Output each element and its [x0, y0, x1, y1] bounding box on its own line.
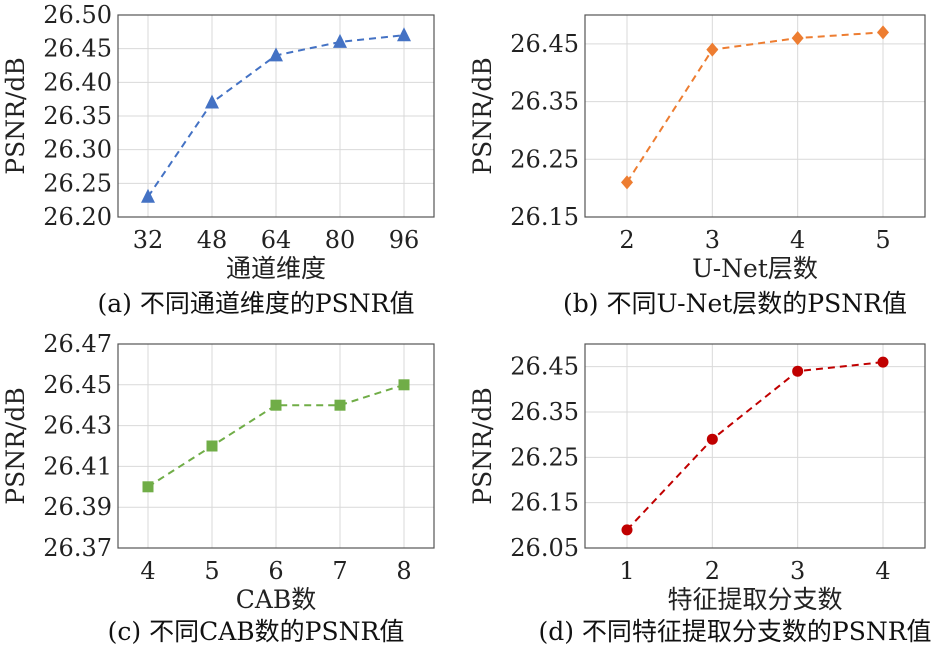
data-point: [334, 399, 346, 411]
plot-frame: [117, 14, 435, 218]
data-point: [270, 399, 282, 411]
x-tick-label: 96: [389, 226, 420, 254]
plot-frame: [584, 343, 926, 549]
y-tick-label: 26.45: [510, 30, 579, 58]
chart-panel-3: 26.37 26.39 26.41 26.43 26.45 26.47 4 5 6 7 8 PSNR/…: [1, 330, 435, 646]
x-axis-title: U-Net层数: [692, 254, 818, 283]
y-tick-label: 26.39: [43, 493, 112, 521]
panel-caption: (b) 不同U-Net层数的PSNR值: [563, 289, 907, 318]
y-tick-label: 26.05: [510, 534, 579, 562]
data-point: [877, 25, 889, 40]
y-tick-label: 26.30: [43, 136, 112, 164]
data-point: [877, 356, 889, 368]
data-point: [205, 94, 219, 109]
y-axis-title: PSNR/dB: [1, 387, 30, 504]
x-axis-title: 特征提取分支数: [667, 585, 842, 614]
x-axis-title: 通道维度: [226, 254, 326, 283]
y-tick-label: 26.35: [510, 398, 579, 426]
x-tick-label: 5: [875, 226, 890, 254]
y-tick-label: 26.20: [43, 203, 112, 231]
y-tick-label: 26.40: [43, 68, 112, 96]
data-point: [398, 379, 410, 391]
x-tick-label: 8: [396, 557, 411, 585]
data-point: [333, 33, 347, 48]
data-point: [621, 175, 633, 190]
x-tick-label: 3: [790, 557, 805, 585]
y-tick-label: 26.43: [43, 412, 112, 440]
data-point: [397, 27, 411, 42]
x-tick-label: 2: [619, 226, 634, 254]
y-tick-label: 26.47: [43, 330, 112, 358]
chart-panel-4: 26.05 26.15 26.25 26.35 26.45 1 2 3 4 PSNR/dB 特征提取…: [468, 343, 932, 646]
y-tick-label: 26.41: [43, 452, 112, 480]
y-tick-label: 26.45: [43, 371, 112, 399]
plot-frame: [117, 343, 435, 549]
x-tick-label: 64: [261, 226, 292, 254]
y-tick-label: 26.35: [43, 102, 112, 130]
y-tick-label: 26.25: [43, 169, 112, 197]
series-line: [147, 383, 405, 488]
y-tick-label: 26.25: [510, 443, 579, 471]
data-point: [706, 42, 719, 57]
x-tick-label: 32: [133, 226, 164, 254]
x-tick-label: 7: [332, 557, 347, 585]
data-point: [269, 47, 283, 62]
data-point: [792, 365, 804, 377]
data-point: [142, 481, 154, 493]
data-point: [706, 433, 718, 445]
y-tick-label: 26.45: [510, 353, 579, 381]
x-axis-title: CAB数: [236, 585, 317, 614]
x-tick-label: 4: [790, 226, 805, 254]
y-tick-label: 26.15: [510, 203, 579, 231]
data-point: [206, 440, 218, 452]
y-axis-title: PSNR/dB: [1, 57, 30, 174]
x-tick-label: 80: [325, 226, 356, 254]
x-tick-label: 3: [705, 226, 720, 254]
y-tick-label: 26.50: [43, 1, 112, 29]
x-tick-label: 48: [197, 226, 228, 254]
data-point: [791, 31, 804, 46]
x-tick-label: 6: [268, 557, 283, 585]
chart-panel-1: 26.20 26.25 26.30 26.35 26.40 26.45 26.50 32 48 6…: [1, 1, 435, 318]
panel-caption: (a) 不同通道维度的PSNR值: [97, 289, 414, 318]
panel-caption: (d) 不同特征提取分支数的PSNR值: [538, 617, 931, 646]
y-tick-label: 26.15: [510, 489, 579, 517]
y-tick-label: 26.35: [510, 88, 579, 116]
chart-panel-2: 26.15 26.25 26.35 26.45 2 3 4 5 PSNR/dB U-Net层数 (b…: [468, 14, 926, 318]
series-line: [626, 361, 884, 531]
y-tick-label: 26.25: [510, 145, 579, 173]
data-point: [141, 188, 155, 203]
x-tick-label: 1: [619, 557, 634, 585]
x-tick-label: 4: [875, 557, 890, 585]
data-point: [621, 524, 633, 536]
series-line: [626, 31, 884, 183]
plot-frame: [584, 14, 926, 218]
y-axis-title: PSNR/dB: [468, 57, 497, 174]
y-axis-title: PSNR/dB: [468, 387, 497, 504]
x-tick-label: 5: [204, 557, 219, 585]
y-tick-label: 26.37: [43, 534, 112, 562]
y-tick-label: 26.45: [43, 35, 112, 63]
x-tick-label: 4: [140, 557, 155, 585]
panel-caption: (c) 不同CAB数的PSNR值: [108, 617, 405, 646]
x-tick-label: 2: [705, 557, 720, 585]
